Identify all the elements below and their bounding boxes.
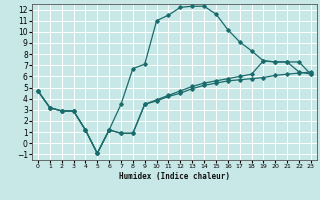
X-axis label: Humidex (Indice chaleur): Humidex (Indice chaleur) xyxy=(119,172,230,181)
